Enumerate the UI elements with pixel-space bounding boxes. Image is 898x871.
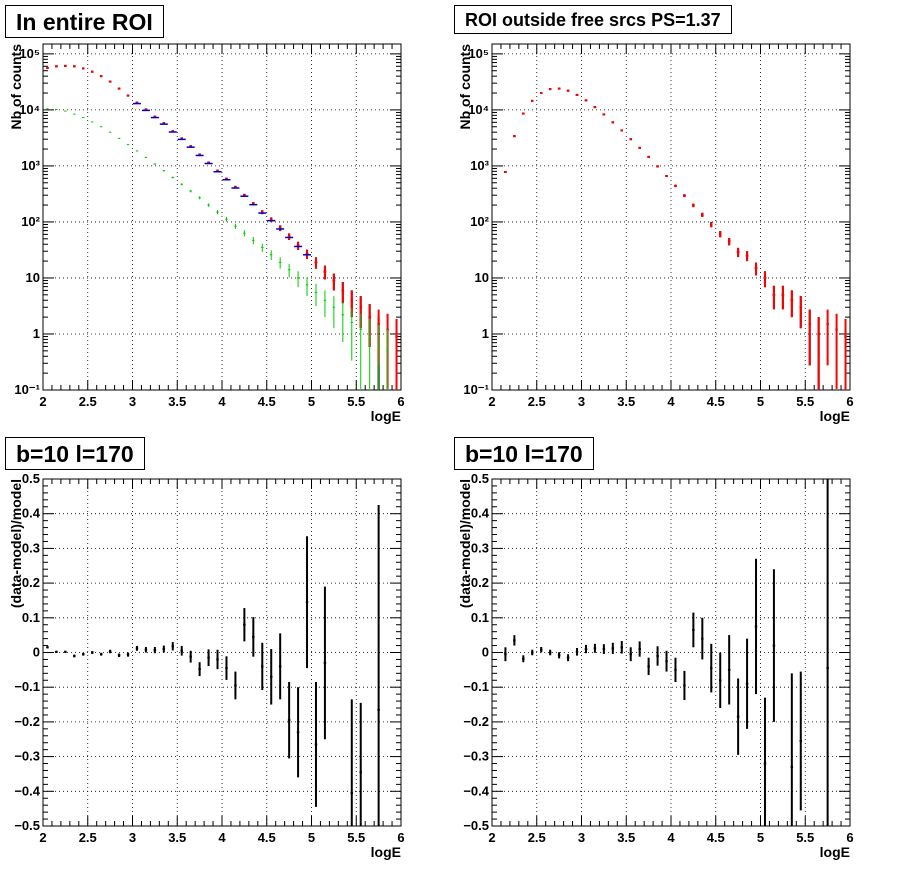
y-axis-label: Nb of counts xyxy=(457,44,473,130)
x-tick-label: 5 xyxy=(757,394,764,409)
x-axis-label: logE xyxy=(820,408,850,424)
x-axis-label: logE xyxy=(371,408,401,424)
x-tick-label: 3.5 xyxy=(168,394,186,409)
x-tick-label: 4.5 xyxy=(258,394,276,409)
title-top-left: In entire ROI xyxy=(5,5,164,38)
y-tick-label: 0 xyxy=(482,645,489,660)
x-tick-label: 4.5 xyxy=(258,830,276,845)
x-tick-label: 6 xyxy=(397,830,404,845)
x-tick-label: 2 xyxy=(39,394,46,409)
x-tick-label: 4 xyxy=(218,830,226,845)
plot-frame-bl xyxy=(42,478,402,827)
title-bottom-right: b=10 l=170 xyxy=(454,437,594,470)
marks-tl xyxy=(46,64,398,390)
y-tick-label: 0.1 xyxy=(471,610,489,625)
y-tick-label: −0.3 xyxy=(463,749,489,764)
y-tick-label: −0.5 xyxy=(463,818,489,833)
y-tick-label: 1 xyxy=(33,326,40,341)
y-tick-label: −0.3 xyxy=(14,749,40,764)
y-tick-label: 10² xyxy=(21,214,40,229)
plot-frame-br xyxy=(491,478,851,827)
y-tick-label: 0.5 xyxy=(22,471,40,486)
marks-tr xyxy=(504,87,847,390)
y-tick-label: 10 xyxy=(26,270,40,285)
y-tick-label: 1 xyxy=(482,326,489,341)
marks-bl xyxy=(46,505,380,826)
y-tick-label: 10⁻¹ xyxy=(463,382,489,397)
x-tick-label: 4 xyxy=(667,830,675,845)
x-tick-label: 2 xyxy=(39,830,46,845)
y-tick-label: 10⁴ xyxy=(468,102,489,117)
y-tick-label: 0.3 xyxy=(471,540,489,555)
y-tick-label: −0.4 xyxy=(14,783,40,798)
y-tick-label: 0 xyxy=(33,645,40,660)
y-tick-label: 10 xyxy=(475,270,489,285)
y-tick-label: −0.5 xyxy=(14,818,40,833)
y-tick-label: 10³ xyxy=(21,158,40,173)
y-tick-label: 10² xyxy=(470,214,489,229)
x-tick-label: 5 xyxy=(308,394,315,409)
y-tick-label: 10⁵ xyxy=(468,46,489,61)
y-tick-label: 0.2 xyxy=(471,575,489,590)
y-tick-label: 10⁻¹ xyxy=(14,382,40,397)
x-tick-label: 5 xyxy=(308,830,315,845)
x-tick-label: 6 xyxy=(846,394,853,409)
x-tick-label: 5 xyxy=(757,830,764,845)
y-tick-label: 0.1 xyxy=(22,610,40,625)
x-tick-label: 3 xyxy=(129,830,136,845)
title-top-right: ROI outside free srcs PS=1.37 xyxy=(454,5,732,34)
marks-br xyxy=(504,479,829,826)
y-tick-label: −0.1 xyxy=(463,679,489,694)
x-tick-label: 2.5 xyxy=(528,394,546,409)
x-tick-label: 2 xyxy=(488,830,495,845)
y-tick-label: −0.2 xyxy=(463,714,489,729)
x-axis-label: logE xyxy=(371,844,401,860)
y-tick-label: 0.5 xyxy=(471,471,489,486)
x-tick-label: 5.5 xyxy=(796,394,814,409)
x-tick-label: 2.5 xyxy=(79,394,97,409)
x-tick-label: 5.5 xyxy=(796,830,814,845)
x-tick-label: 3 xyxy=(578,830,585,845)
y-tick-label: 0.3 xyxy=(22,540,40,555)
x-tick-label: 4.5 xyxy=(707,394,725,409)
y-tick-label: 0.2 xyxy=(22,575,40,590)
x-tick-label: 2.5 xyxy=(528,830,546,845)
x-tick-label: 2 xyxy=(488,394,495,409)
y-tick-label: 10⁵ xyxy=(19,46,40,61)
y-axis-label: (data-model)/model xyxy=(457,479,473,608)
y-tick-label: −0.4 xyxy=(463,783,489,798)
y-tick-label: −0.1 xyxy=(14,679,40,694)
x-tick-label: 4 xyxy=(667,394,675,409)
title-bottom-left: b=10 l=170 xyxy=(5,437,145,470)
x-tick-label: 5.5 xyxy=(347,830,365,845)
y-tick-label: 10⁴ xyxy=(19,102,40,117)
x-tick-label: 3.5 xyxy=(617,394,635,409)
x-tick-label: 2.5 xyxy=(79,830,97,845)
x-tick-label: 6 xyxy=(846,830,853,845)
x-tick-label: 3.5 xyxy=(617,830,635,845)
y-axis-label: Nb of counts xyxy=(8,44,24,130)
y-tick-label: 0.4 xyxy=(22,506,41,521)
y-axis-label: (data-model)/model xyxy=(8,479,24,608)
x-tick-label: 4.5 xyxy=(707,830,725,845)
x-tick-label: 5.5 xyxy=(347,394,365,409)
y-tick-label: 0.4 xyxy=(471,506,490,521)
x-tick-label: 3.5 xyxy=(168,830,186,845)
y-tick-label: 10³ xyxy=(470,158,489,173)
x-axis-label: logE xyxy=(820,844,850,860)
y-tick-label: −0.2 xyxy=(14,714,40,729)
x-tick-label: 3 xyxy=(129,394,136,409)
x-tick-label: 4 xyxy=(218,394,226,409)
x-tick-label: 3 xyxy=(578,394,585,409)
x-tick-label: 6 xyxy=(397,394,404,409)
